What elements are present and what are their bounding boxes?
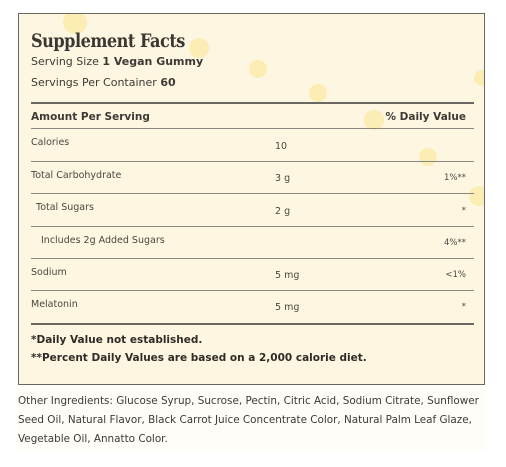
row-dv: *	[461, 302, 466, 312]
servings-label: Servings Per Container	[31, 76, 157, 89]
row-label: Calories	[31, 137, 70, 148]
decorative-dot	[309, 84, 327, 102]
footnote-percent-daily: **Percent Daily Values are based on a 2,…	[31, 352, 367, 364]
decorative-dot	[469, 186, 484, 206]
other-ingredients: Other Ingredients: Glucose Syrup, Sucros…	[18, 395, 479, 445]
servings-value: 60	[160, 76, 176, 89]
decorative-dot	[364, 110, 384, 130]
row-label: Total Sugars	[36, 202, 94, 213]
panel-title: Supplement Facts	[31, 30, 185, 52]
servings-per-container: Servings Per Container 60	[31, 76, 176, 89]
serving-size-value: 1 Vegan Gummy	[102, 55, 204, 68]
divider	[31, 290, 474, 291]
decorative-dot	[474, 70, 484, 86]
row-dv: *	[461, 206, 466, 216]
row-label: Sodium	[31, 267, 67, 278]
row-amount: 3 g	[275, 173, 291, 184]
row-amount: 10	[275, 141, 288, 152]
footer-rule	[31, 323, 474, 325]
header-amount: Amount Per Serving	[31, 111, 150, 123]
serving-size-label: Serving Size	[31, 55, 99, 68]
row-label: Melatonin	[31, 299, 78, 310]
row-amount: 5 mg	[275, 270, 300, 281]
footnote-daily-value: *Daily Value not established.	[31, 334, 203, 346]
decorative-dot	[249, 60, 267, 78]
divider	[31, 226, 474, 227]
supplement-facts-panel: Supplement Facts Serving Size 1 Vegan Gu…	[18, 13, 485, 385]
row-dv: 1%**	[444, 173, 466, 183]
header-rule	[31, 102, 474, 104]
row-amount: 2 g	[275, 206, 291, 217]
divider	[31, 161, 474, 162]
divider	[31, 128, 474, 129]
row-dv: <1%	[445, 270, 466, 280]
divider	[31, 258, 474, 259]
decorative-dot	[189, 38, 209, 58]
row-amount: 5 mg	[275, 302, 300, 313]
decorative-dot	[419, 148, 437, 166]
row-label: Includes 2g Added Sugars	[41, 235, 165, 246]
row-dv: 4%**	[444, 238, 466, 248]
divider	[31, 193, 474, 194]
serving-size: Serving Size 1 Vegan Gummy	[31, 55, 203, 68]
header-daily-value: % Daily Value	[385, 111, 466, 123]
row-label: Total Carbohydrate	[31, 170, 122, 181]
ingredients-background	[18, 386, 485, 452]
decorative-dot	[63, 14, 87, 34]
